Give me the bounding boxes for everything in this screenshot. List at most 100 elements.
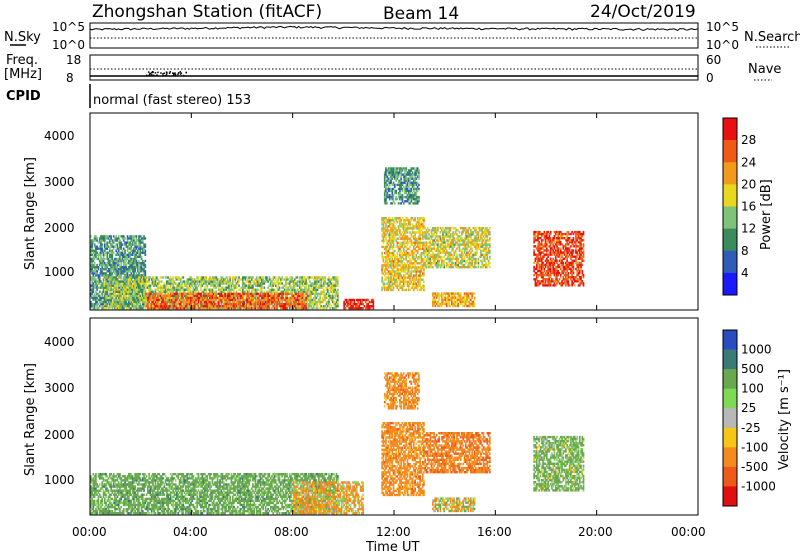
- power-cell: [214, 276, 216, 279]
- power-cell: [361, 298, 363, 302]
- power-cell: [109, 272, 111, 275]
- power-cell: [178, 307, 181, 310]
- power-cell: [419, 231, 421, 234]
- power-cell: [116, 259, 119, 263]
- power-cell: [135, 294, 138, 298]
- power-cell: [383, 262, 386, 265]
- nave-tick-top: 60: [706, 53, 721, 67]
- power-cell: [304, 305, 306, 308]
- power-cell: [419, 276, 421, 279]
- power-cell: [131, 263, 134, 267]
- power-cell: [96, 305, 98, 308]
- power-cell: [167, 280, 169, 283]
- freq-point: [162, 73, 164, 75]
- power-cell: [402, 175, 405, 178]
- power-cell: [406, 235, 409, 238]
- power-cell: [178, 305, 181, 308]
- power-cell: [315, 288, 318, 291]
- power-cell: [301, 290, 304, 293]
- power-cell: [128, 280, 130, 283]
- power-cell: [306, 288, 309, 291]
- power-cell: [337, 305, 339, 308]
- power-cell: [164, 307, 167, 310]
- power-cell: [202, 294, 205, 298]
- power-cell: [130, 300, 133, 304]
- power-cell: [282, 284, 285, 287]
- power-cell: [116, 288, 119, 291]
- nsky-tick-top: 10^5: [52, 20, 85, 34]
- power-cell: [225, 294, 228, 298]
- power-cell: [290, 300, 292, 304]
- power-cell: [383, 193, 386, 197]
- power-cell: [129, 261, 131, 265]
- power-cell: [288, 280, 291, 283]
- power-cell: [231, 296, 234, 300]
- power-cell: [258, 292, 261, 296]
- power-cell: [138, 241, 140, 244]
- power-cell: [394, 253, 396, 257]
- power-cell: [397, 202, 400, 205]
- power-cell: [136, 239, 139, 242]
- power-cell: [331, 286, 334, 289]
- power-cell: [122, 268, 125, 271]
- power-cell: [223, 288, 225, 291]
- power-cell: [107, 270, 110, 273]
- power-cell: [125, 286, 128, 289]
- power-cell: [138, 235, 140, 238]
- power-cell: [172, 286, 174, 289]
- power-cell: [134, 292, 136, 296]
- power-cell: [410, 251, 413, 255]
- power-cell: [381, 268, 383, 271]
- power-cell: [130, 257, 133, 261]
- power-cell: [144, 282, 147, 285]
- power-cell: [92, 294, 95, 298]
- power-cell: [391, 225, 394, 228]
- power-cell: [177, 282, 180, 285]
- power-cell: [409, 253, 411, 257]
- power-cell: [207, 307, 210, 310]
- power-cell: [314, 294, 316, 298]
- power-cell: [93, 278, 96, 281]
- power-cell: [148, 307, 150, 310]
- power-cell: [179, 298, 182, 302]
- power-cell: [271, 292, 273, 296]
- power-cell: [388, 198, 391, 201]
- power-cell: [277, 298, 280, 302]
- power-cell: [385, 233, 387, 236]
- power-cell: [144, 305, 147, 308]
- cpid-label: CPID: [6, 89, 41, 104]
- power-cell: [207, 298, 210, 302]
- power-cell: [90, 251, 92, 254]
- power-cell: [133, 261, 135, 265]
- power-cell: [140, 305, 143, 308]
- power-cell: [381, 227, 383, 230]
- power-cell: [399, 187, 401, 191]
- power-cell: [122, 282, 125, 285]
- power-cell: [316, 305, 319, 308]
- power-cell: [120, 294, 123, 298]
- power-cell: [330, 286, 333, 289]
- power-cell: [115, 276, 117, 279]
- power-cell: [211, 276, 214, 279]
- power-cell: [248, 278, 250, 281]
- power-cell: [125, 255, 128, 259]
- power-cell: [310, 298, 313, 302]
- power-cell: [182, 298, 185, 302]
- power-cell: [157, 282, 159, 285]
- power-cell: [205, 278, 207, 281]
- power-cell: [202, 278, 205, 281]
- power-cell: [418, 223, 420, 226]
- power-cell: [124, 292, 126, 296]
- power-cell: [331, 276, 334, 279]
- power-cell: [262, 292, 264, 296]
- power-cell: [134, 249, 136, 252]
- power-cell: [192, 278, 195, 281]
- power-cell: [112, 245, 115, 248]
- power-cell: [243, 276, 245, 279]
- power-cell: [249, 284, 252, 287]
- power-cell: [128, 305, 130, 308]
- power-cell: [125, 296, 128, 300]
- power-cell: [304, 280, 306, 283]
- power-cell: [382, 229, 385, 232]
- power-cell: [120, 266, 123, 269]
